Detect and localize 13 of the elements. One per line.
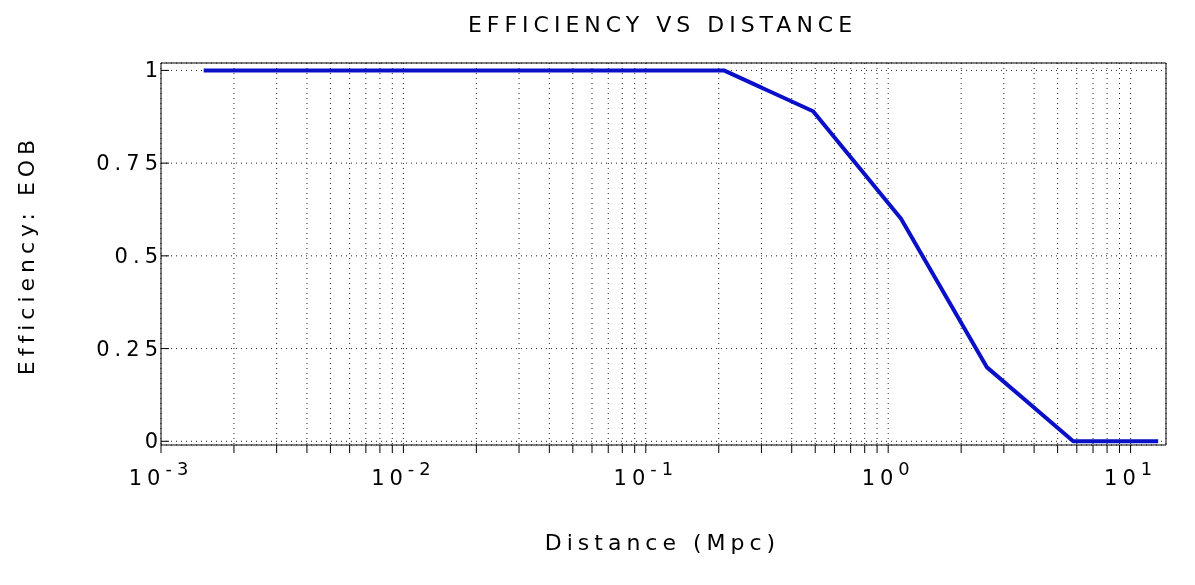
- y-tick-label: 1: [144, 58, 163, 83]
- x-tick-label: 10$^{0}$: [861, 457, 915, 490]
- x-tick-label: 10$^{-2}$: [371, 457, 436, 490]
- y-tick-label: 0.25: [96, 336, 163, 361]
- y-axis-title: Efficiency: EOB: [13, 134, 39, 376]
- y-tick-label: 0.5: [114, 243, 163, 268]
- x-tick-label: 10$^{-3}$: [128, 457, 194, 490]
- x-tick-label: 10$^{1}$: [1104, 457, 1158, 490]
- y-tick-label: 0: [144, 429, 163, 454]
- chart-title: EFFICIENCY VS DISTANCE: [466, 12, 859, 37]
- x-axis-title: Distance (Mpc): [543, 530, 782, 555]
- x-tick-label: 10$^{-1}$: [613, 457, 679, 490]
- y-tick-label: 0.75: [96, 151, 163, 176]
